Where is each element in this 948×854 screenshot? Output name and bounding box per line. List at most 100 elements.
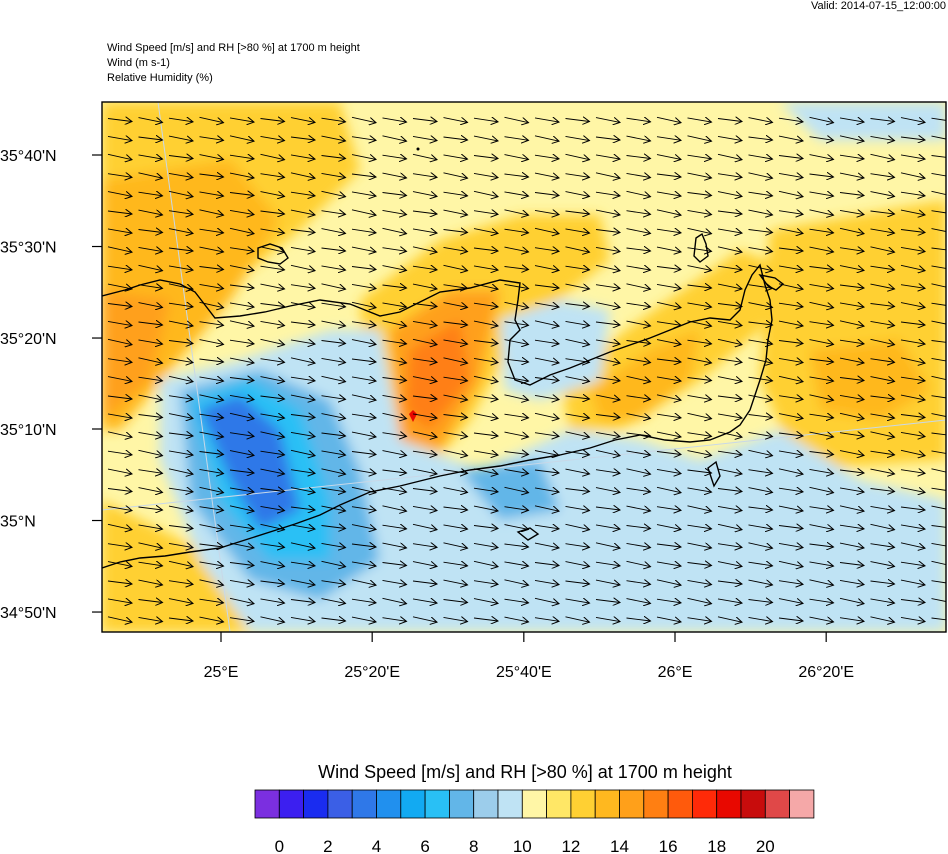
wind-arrow [778,156,803,159]
wind-arrow [870,229,895,233]
wind-arrow [900,264,925,270]
wind-arrow [900,432,925,436]
wind-arrow [900,488,925,493]
wind-arrow [382,320,407,326]
wind-arrow [870,174,895,178]
wind-arrow [290,247,315,251]
wind-arrow [870,321,895,325]
wind-arrow [321,414,346,419]
wind-arrow [656,340,681,345]
wind-arrow [412,338,437,344]
wind-arrow [443,172,468,178]
wind-arrow [656,507,681,511]
wind-arrow [900,357,925,363]
wind-arrow [656,267,681,270]
wind-arrow [412,599,437,603]
wind-arrow [107,321,132,325]
wind-arrow [382,285,407,288]
wind-arrow [290,210,315,215]
wind-arrow [870,211,895,214]
wind-arrow [534,543,559,548]
wind-arrow [290,192,315,196]
lat-label: 35°40'N [0,148,57,165]
wind-arrow [199,359,224,362]
wind-arrow [473,156,498,159]
wind-arrow [595,155,620,159]
wind-arrow [748,488,773,493]
wind-arrow [290,449,315,455]
wind-arrow [839,451,864,456]
wind-arrow [138,432,163,436]
wind-arrow [138,137,163,140]
wind-arrow [534,470,559,473]
wind-arrow [809,229,834,233]
wind-arrow [717,266,742,270]
wind-arrow [321,468,346,474]
wind-arrow [626,283,651,289]
wind-arrow [748,562,773,566]
wind-arrow [595,415,620,418]
colorbar-swatch [643,789,669,819]
wind-arrow [687,227,712,233]
wind-arrow [778,211,803,215]
wind-arrow [656,174,681,177]
wind-arrow [656,486,681,492]
wind-arrow [199,562,224,566]
wind-arrow [748,525,773,529]
wind-arrow [839,358,864,363]
wind-arrow [290,172,315,178]
wind-arrow [717,304,742,307]
wind-arrow [321,451,346,455]
wind-arrow [870,136,895,140]
wind-arrow [382,248,407,252]
wind-arrow [443,137,468,140]
wind-arrow [778,560,803,566]
wind-arrow [199,322,224,326]
wind-arrow [626,581,651,585]
wind-arrow [656,599,681,603]
wind-arrow [626,266,651,270]
wind-arrow [717,489,742,492]
max-speed-marker [409,410,417,422]
wind-arrow [229,340,254,344]
wind-arrow [473,321,498,326]
wind-arrow [656,209,681,215]
wind-arrow [473,506,498,511]
wind-arrow [870,192,895,197]
wind-arrow [473,211,498,215]
wind-arrow [412,523,437,529]
wind-arrow [260,192,285,197]
lat-label: 35°20'N [0,331,57,348]
colorbar-label: 4 [372,837,381,854]
wind-arrow [870,414,895,418]
wind-arrow [199,284,224,288]
wind-arrow [473,229,498,234]
wind-arrow [565,599,590,603]
wind-arrow [626,599,651,604]
wind-arrow [778,229,803,234]
wind-arrow [504,301,529,307]
wind-arrow [290,155,315,159]
wind-arrow [931,190,946,196]
wind-arrow [138,285,163,289]
wind-arrow [107,174,132,178]
wind-arrow [229,580,254,584]
lat-label: 35°N [0,514,36,531]
wind-arrow [656,137,681,141]
wind-arrow [595,247,620,251]
wind-arrow [168,468,193,474]
wind-arrow [748,580,773,585]
wind-arrow [443,303,468,308]
wind-arrow [717,562,742,567]
wind-arrow [138,600,163,603]
wind-arrow [107,469,132,474]
wind-arrow [199,301,224,307]
wind-arrow [839,155,864,159]
low-speed-area-south-patch [460,460,560,520]
wind-arrow [595,525,620,529]
wind-arrow [595,172,620,178]
wind-arrow [656,414,681,418]
island-koufonisi [707,460,721,488]
wind-arrow [595,600,620,603]
wind-arrow [443,617,468,621]
